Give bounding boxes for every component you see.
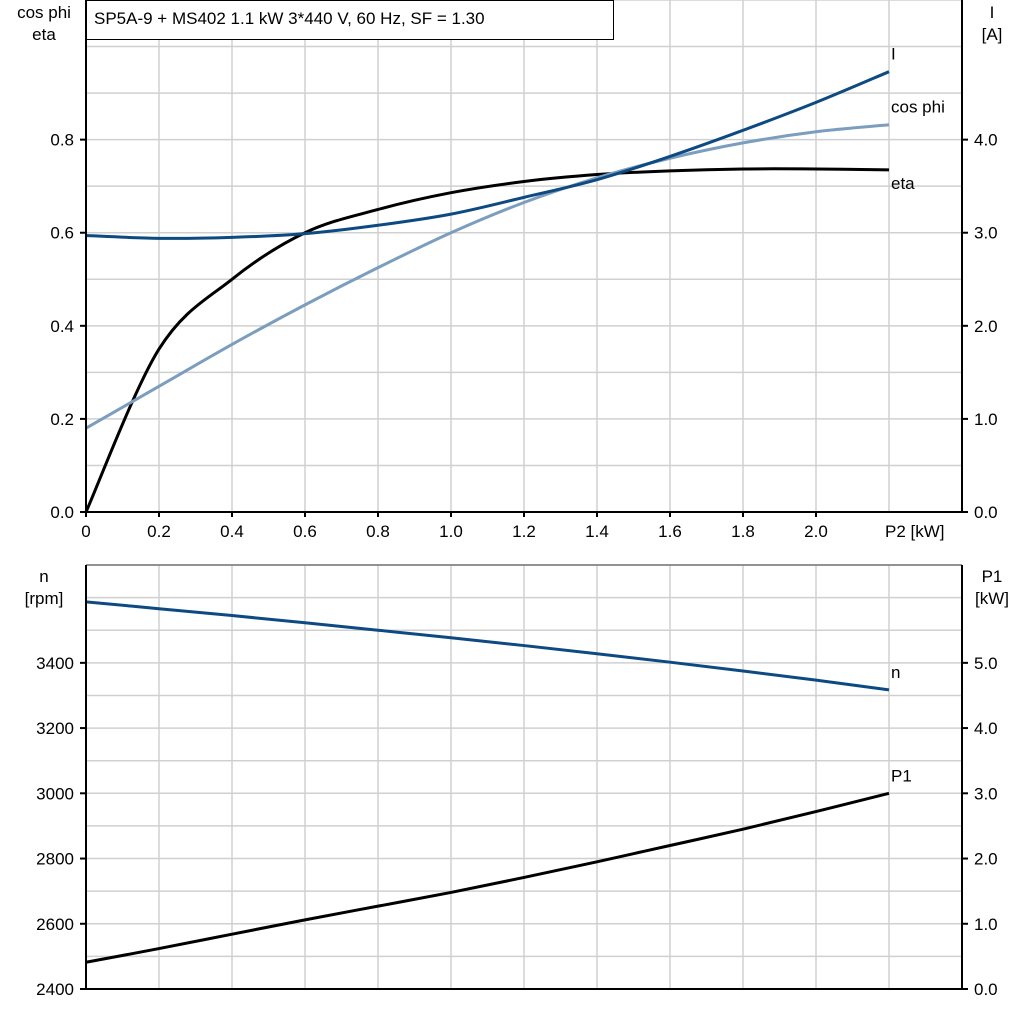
series-I-line: [85, 70, 890, 240]
x-tick-label: 0.8: [366, 522, 390, 541]
y-tick-label-left: 3400: [36, 654, 74, 673]
x-axis-label: P2 [kW]: [885, 522, 945, 541]
x-tick-label: 1.0: [439, 522, 463, 541]
grid: [86, 0, 962, 989]
series-label-I: I: [891, 45, 896, 64]
x-tick-label: 1.6: [658, 522, 682, 541]
y-tick-label-right: 3.0: [974, 784, 998, 803]
x-tick-label: 0: [81, 522, 90, 541]
curves: [84, 70, 890, 964]
y-tick-label-right: 1.0: [974, 915, 998, 934]
y-tick-label-right: 2.0: [974, 850, 998, 869]
y-tick-label-right: 5.0: [974, 654, 998, 673]
y-tick-label-left: 0.8: [50, 131, 74, 150]
x-tick-label: 0.4: [220, 522, 244, 541]
series-label-n: n: [891, 663, 900, 682]
series-n-line: [85, 600, 890, 692]
y-tick-label-left: 2600: [36, 915, 74, 934]
x-tick-label: 1.2: [512, 522, 536, 541]
y-tick-label-left: 2800: [36, 850, 74, 869]
axes: [80, 0, 968, 990]
y-axis-label-right: [A]: [982, 25, 1003, 44]
y-axis-label-left: cos phi: [17, 3, 71, 22]
labels: 0.0 0.2 0.4 0.6 0.8 0.0 1.0 2.0 3.0 4.0 0 0.2 0.4 0.6…: [17, 3, 1009, 999]
y-tick-label-left: 3200: [36, 719, 74, 738]
x-tick-label: 2.0: [804, 522, 828, 541]
y-tick-label-right: 0.0: [974, 980, 998, 999]
y-tick-label-left: 0.0: [50, 503, 74, 522]
y-tick-label-right: 4.0: [974, 719, 998, 738]
title-box: [86, 0, 614, 40]
y-tick-label-left: 2400: [36, 980, 74, 999]
y-tick-label-right: 2.0: [974, 317, 998, 336]
y-tick-label-left: 0.2: [50, 410, 74, 429]
x-tick-label: 1.8: [731, 522, 755, 541]
x-tick-label: 0.2: [147, 522, 171, 541]
series-P1-line: [85, 791, 890, 964]
y-axis-label-right: I: [990, 3, 995, 22]
y-axis-label-left: n: [39, 567, 48, 586]
y-tick-label-right: 3.0: [974, 224, 998, 243]
y-tick-label-right: 1.0: [974, 410, 998, 429]
series-label-cos-phi: cos phi: [891, 98, 945, 117]
y-tick-label-left: 0.4: [50, 317, 74, 336]
chart-title: SP5A-9 + MS402 1.1 kW 3*440 V, 60 Hz, SF…: [94, 9, 485, 28]
series-label-P1: P1: [891, 766, 912, 785]
series-label-eta: eta: [891, 174, 915, 193]
y-axis-label-left: [rpm]: [25, 589, 64, 608]
series-cos-phi-line: [85, 123, 890, 430]
y-tick-label-right: 4.0: [974, 131, 998, 150]
y-axis-label-right: P1: [982, 567, 1003, 586]
y-tick-label-left: 0.6: [50, 224, 74, 243]
y-axis-label-left: eta: [32, 25, 56, 44]
series-eta-line: [84, 167, 890, 513]
y-axis-label-right: [kW]: [975, 589, 1009, 608]
y-tick-label-left: 3000: [36, 784, 74, 803]
x-tick-label: 1.4: [585, 522, 609, 541]
y-tick-label-right: 0.0: [974, 503, 998, 522]
x-tick-label: 0.6: [293, 522, 317, 541]
